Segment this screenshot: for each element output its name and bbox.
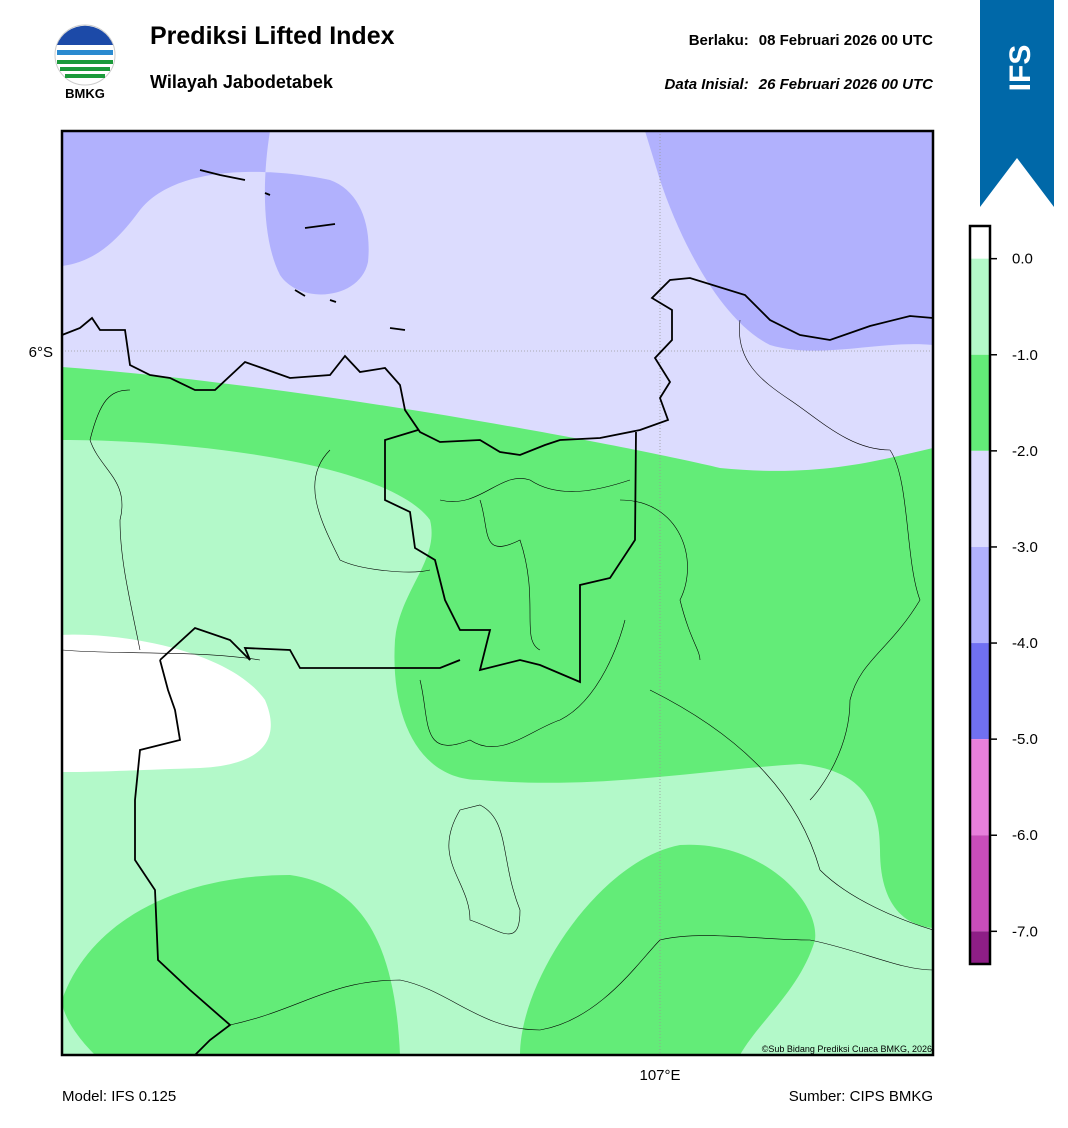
colorbar-band [970,226,990,259]
colorbar-tick-label: 0.0 [1012,251,1033,268]
map: ©Sub Bidang Prediksi Cuaca BMKG, 2026 [62,131,933,1055]
subtitle: Wilayah Jabodetabek [150,72,334,92]
colorbar-frame [968,224,992,966]
title: Prediksi Lifted Index [150,22,395,50]
colorbar-band [970,835,990,932]
init-date: 26 Februari 2026 00 UTC [758,76,934,93]
valid-label: Berlaku: [689,32,749,49]
logo-text: BMKG [65,86,105,101]
model-label: Model: IFS 0.125 [62,1088,176,1105]
colorbar-tick-label: -4.0 [1012,635,1038,652]
lat-label: 6°S [29,344,53,361]
colorbar-tick-label: -5.0 [1012,731,1038,748]
init-time: Data Inisial: 26 Februari 2026 00 UTC [665,76,935,93]
colorbar-band [970,546,990,644]
badge [980,0,1054,207]
valid-time: Berlaku: 08 Februari 2026 00 UTC [689,32,933,49]
colorbar-tick-label: -2.0 [1012,443,1038,460]
badge-text: IFS [1004,45,1037,92]
colorbar-tick-label: -3.0 [1012,539,1038,556]
map-credit: ©Sub Bidang Prediksi Cuaca BMKG, 2026 [762,1044,932,1054]
valid-date: 08 Februari 2026 00 UTC [759,32,933,49]
colorbar-tick-label: -1.0 [1012,347,1038,364]
colorbar-band [970,931,990,964]
colorbar-tick-label: -7.0 [1012,923,1038,940]
map-frame [60,129,935,1057]
colorbar-band [970,258,990,355]
colorbar-tick-label: -6.0 [1012,827,1038,844]
colorbar-band [970,450,990,547]
logo: BMKG [54,24,116,101]
colorbar: 0.0 -1.0 -2.0 -3.0 -4.0 -5.0 -6.0 -7.0 [968,224,1038,966]
source-label: Sumber: CIPS BMKG [789,1088,933,1105]
colorbar-band [970,354,990,451]
colorbar-band [970,643,990,740]
colorbar-band [970,739,990,836]
lon-label: 107°E [639,1067,680,1084]
init-label: Data Inisial: [665,76,749,93]
